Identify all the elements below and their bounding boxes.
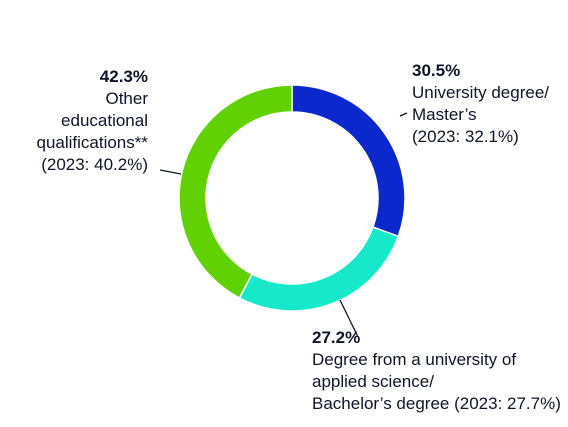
leader-line-applied-science-degree <box>339 299 359 338</box>
donut-slice-other-qualifications <box>178 84 293 300</box>
value-label-applied-science-degree: 27.2% <box>312 328 361 347</box>
label-line: Degree from a university of <box>312 350 517 369</box>
value-label-university-degree: 30.5% <box>412 61 461 80</box>
label-applied-science-degree: 27.2% Degree from a university of applie… <box>312 327 561 415</box>
leader-line-other-qualifications <box>159 169 182 175</box>
label-university-degree: 30.5% University degree/ Master’s (2023:… <box>412 60 549 148</box>
label-line: Master’s <box>412 105 477 124</box>
label-line: Other <box>105 89 148 108</box>
label-line: educational <box>61 111 148 130</box>
label-line: qualifications** <box>36 133 148 152</box>
label-line: applied science/ <box>312 372 434 391</box>
leader-line-university-degree <box>399 112 408 117</box>
donut-slice-university-degree <box>291 84 406 238</box>
donut-slice-applied-science-degree <box>238 226 400 312</box>
label-line: (2023: 32.1%) <box>412 127 519 146</box>
label-line: University degree/ <box>412 83 550 102</box>
label-line: (2023: 40.2%) <box>41 155 148 174</box>
value-label-other-qualifications: 42.3% <box>99 67 148 86</box>
label-other-qualifications: 42.3% Other educational qualifications**… <box>36 66 148 176</box>
label-line: Bachelor’s degree (2023: 27.7%) <box>312 394 561 413</box>
